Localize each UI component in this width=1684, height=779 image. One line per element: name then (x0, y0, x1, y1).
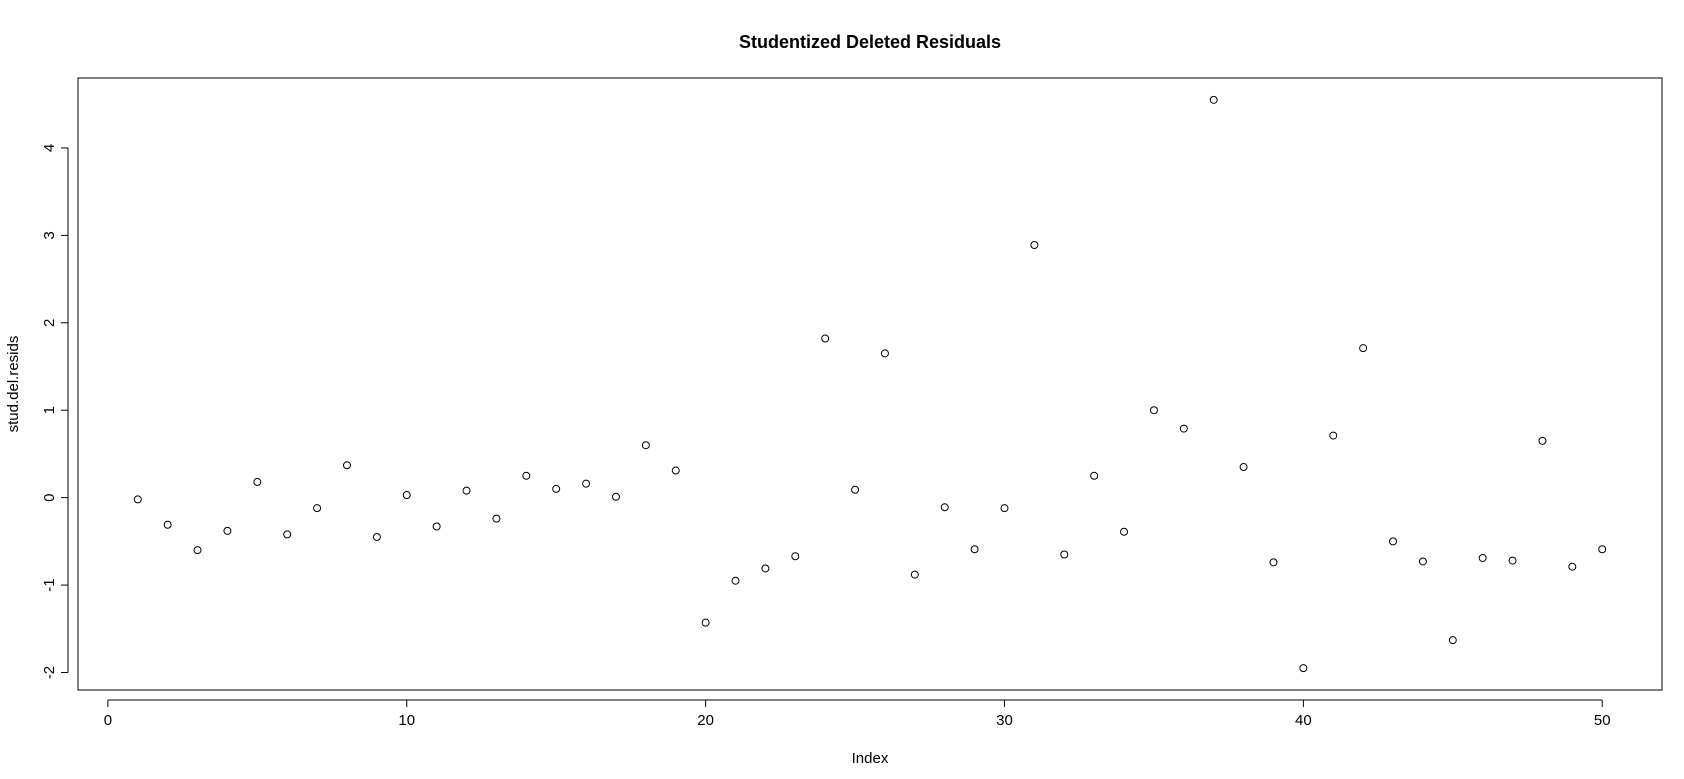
data-point (372, 533, 381, 541)
data-point (1090, 471, 1099, 480)
data-point (1269, 558, 1278, 567)
data-point (133, 495, 142, 504)
data-point (283, 530, 292, 539)
data-point (1508, 556, 1517, 565)
data-point (641, 441, 650, 450)
x-tick-label: 30 (996, 712, 1013, 729)
data-points (133, 95, 1607, 673)
data-point (1448, 636, 1457, 645)
x-tick-label: 10 (398, 712, 415, 729)
data-point (1598, 545, 1607, 554)
y-tick-label: -1 (41, 578, 58, 591)
data-point (1299, 664, 1308, 673)
data-point (671, 466, 680, 475)
data-point (851, 485, 860, 494)
data-point (1389, 537, 1398, 546)
data-point (1000, 504, 1009, 513)
x-axis-label: Index (852, 750, 889, 767)
data-point (1179, 424, 1188, 433)
data-point (492, 514, 501, 523)
data-point (970, 545, 979, 554)
data-point (1538, 436, 1547, 445)
y-tick-label: 2 (41, 319, 58, 327)
data-point (462, 486, 471, 495)
x-tick-label: 50 (1594, 712, 1611, 729)
data-point (313, 504, 322, 513)
plot-frame (77, 77, 1663, 691)
data-point (701, 618, 710, 627)
data-point (1329, 431, 1338, 440)
data-point (880, 349, 889, 358)
data-point (582, 479, 591, 488)
data-point (1030, 240, 1039, 249)
data-point (1478, 553, 1487, 562)
y-tick-label: 0 (41, 493, 58, 501)
y-tick-label: 1 (41, 406, 58, 414)
data-point (731, 576, 740, 585)
x-tick-label: 0 (104, 712, 112, 729)
data-point (1418, 557, 1427, 566)
data-point (1209, 95, 1218, 104)
y-tick-label: 4 (41, 144, 58, 152)
y-axis-label: stud.del.resids (5, 336, 22, 433)
y-axis: -2 -1 0 1 2 3 4 (41, 144, 69, 679)
data-point (940, 503, 949, 512)
data-point (1060, 550, 1069, 559)
data-point (432, 522, 441, 531)
data-point (253, 477, 262, 486)
data-point (522, 471, 531, 480)
data-point (611, 492, 620, 501)
x-tick-label: 20 (697, 712, 714, 729)
data-point (791, 552, 800, 561)
data-point (1239, 463, 1248, 472)
data-point (1149, 406, 1158, 415)
chart-title: Studentized Deleted Residuals (739, 32, 1001, 52)
x-tick-label: 40 (1295, 712, 1312, 729)
y-tick-label: 3 (41, 231, 58, 239)
data-point (910, 570, 919, 579)
data-point (193, 546, 202, 555)
data-point (1359, 344, 1368, 353)
data-point (552, 484, 561, 493)
data-point (342, 461, 351, 470)
data-point (1568, 562, 1577, 571)
x-axis: 0 10 20 30 40 50 (104, 699, 1611, 729)
data-point (402, 491, 411, 500)
data-point (163, 520, 172, 529)
y-tick-label: -2 (41, 666, 58, 679)
data-point (821, 334, 830, 343)
data-point (1120, 527, 1129, 536)
data-point (223, 526, 232, 535)
data-point (761, 564, 770, 573)
